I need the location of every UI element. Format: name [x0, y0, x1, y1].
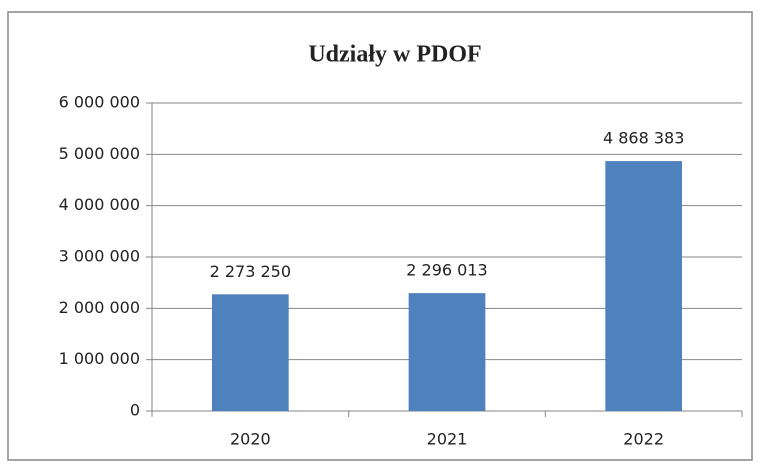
bar: [408, 293, 486, 411]
value-label: 4 868 383: [603, 129, 684, 148]
chart-title: Udziały w PDOF: [308, 42, 481, 68]
y-tick-label: 6 000 000: [59, 93, 140, 112]
y-tick-label: 4 000 000: [59, 195, 140, 214]
value-label: 2 296 013: [406, 261, 487, 280]
y-tick-label: 2 000 000: [59, 298, 140, 317]
x-tick-label: 2021: [427, 430, 468, 449]
x-tick-label: 2020: [230, 430, 271, 449]
y-tick-label: 3 000 000: [59, 247, 140, 266]
x-tick-label: 2022: [623, 430, 664, 449]
bar: [211, 294, 289, 411]
value-label: 2 273 250: [210, 262, 291, 281]
bar: [605, 161, 683, 411]
y-tick-label: 5 000 000: [59, 144, 140, 163]
y-tick-label: 1 000 000: [59, 349, 140, 368]
y-tick-label: 0: [130, 401, 140, 420]
